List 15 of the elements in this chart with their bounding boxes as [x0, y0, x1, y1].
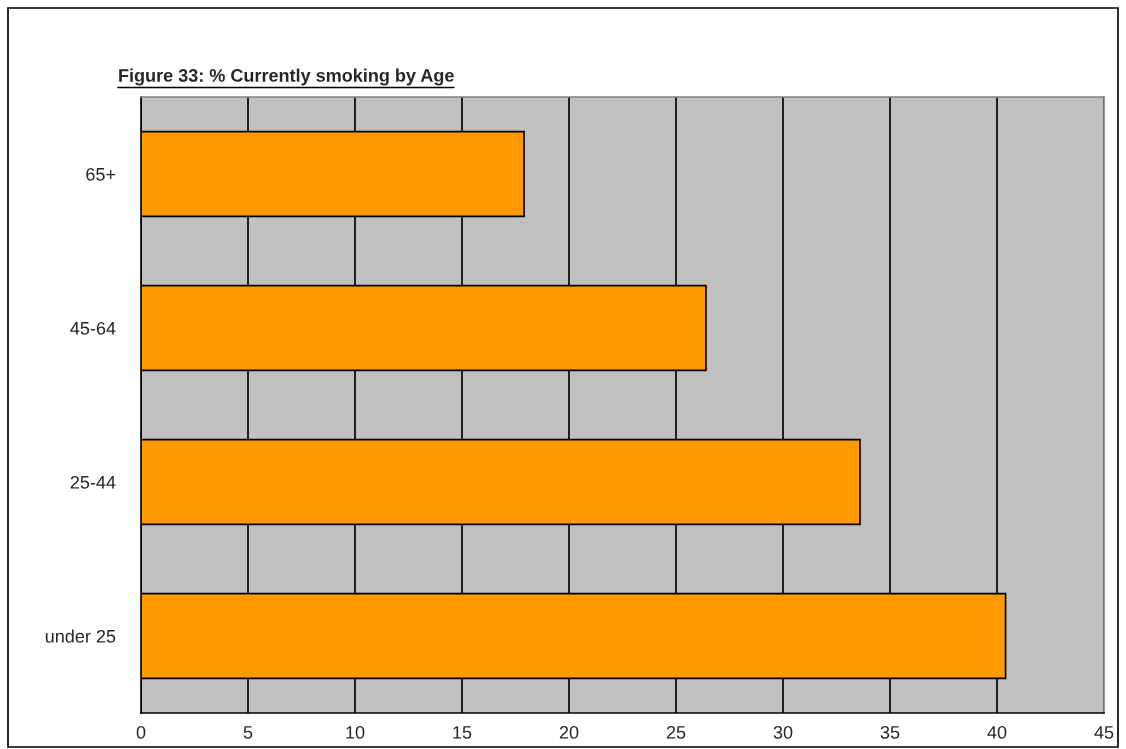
x-tick-label: 40 — [987, 725, 1007, 739]
x-tick-label: 10 — [346, 725, 365, 739]
x-tick-label: 30 — [773, 725, 793, 739]
chart-title: Figure 33: % Currently smoking by Age — [119, 68, 454, 86]
y-tick-label: 65+ — [86, 167, 116, 181]
x-tick-label: 35 — [880, 725, 900, 739]
x-tick-label: 20 — [559, 725, 579, 739]
x-tick-label: 5 — [243, 726, 253, 739]
y-tick-label: 45-64 — [70, 321, 116, 335]
x-tick-label: 25 — [666, 725, 686, 739]
x-tick-label: 0 — [136, 725, 146, 739]
x-tick-label: 15 — [453, 726, 472, 739]
x-tick-label: 45 — [1094, 726, 1114, 739]
y-tick-label: 25-44 — [70, 475, 116, 489]
y-tick-label: under 25 — [45, 629, 116, 643]
